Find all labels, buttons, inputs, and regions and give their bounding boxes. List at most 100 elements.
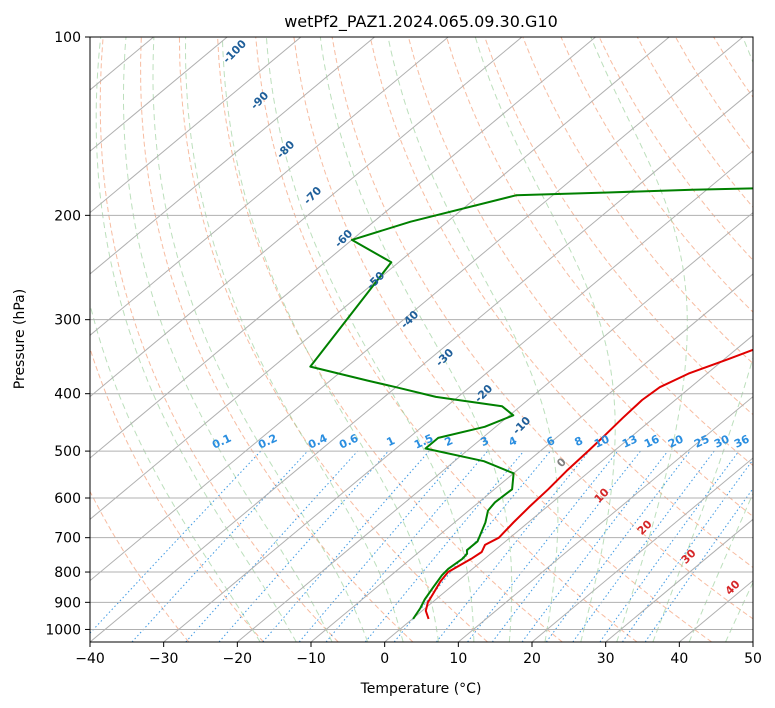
dry-adiabat-line xyxy=(446,37,753,467)
y-tick-label: 700 xyxy=(54,531,81,547)
moist-adiabat-line xyxy=(590,37,688,642)
isotherm-line xyxy=(310,273,753,642)
mixing-ratio-label: 8 xyxy=(573,434,585,449)
isotherm-line xyxy=(752,641,753,642)
dry-adiabat-line xyxy=(484,37,753,416)
y-tick-label: 1000 xyxy=(45,622,81,638)
x-tick-label: 10 xyxy=(449,651,467,667)
moist-adiabat-line xyxy=(184,37,404,642)
dry-adiabat-line xyxy=(90,490,190,642)
mixing-ratio-label: 0.1 xyxy=(210,432,233,452)
isotherm-line xyxy=(90,37,670,520)
y-tick-label: 200 xyxy=(54,208,81,224)
isotherm-line xyxy=(90,37,449,336)
y-tick-label: 400 xyxy=(54,387,81,403)
mixing-ratio-label: 25 xyxy=(692,432,711,450)
x-tick-label: −30 xyxy=(149,651,179,667)
dry-adiabat-line xyxy=(140,37,414,642)
dry-adiabat-line xyxy=(217,37,563,642)
moist-adiabat-line xyxy=(90,302,261,642)
mixing-ratio-label: 3 xyxy=(479,434,491,449)
profile-line xyxy=(309,187,753,620)
mixing-ratio-line xyxy=(218,450,389,642)
moist-adiabat-line xyxy=(221,37,439,642)
mixing-ratio-line xyxy=(90,450,262,634)
isotherm-line xyxy=(531,457,753,642)
mixing-ratio-line xyxy=(364,450,525,642)
mixing-ratio-label: 16 xyxy=(642,432,662,450)
x-axis-title: Temperature (°C) xyxy=(360,681,482,697)
y-axis-title: Pressure (hPa) xyxy=(12,289,28,389)
background-lines xyxy=(90,37,753,642)
moist-adiabat-line xyxy=(474,37,616,642)
x-tick-label: −40 xyxy=(75,651,105,667)
dry-adiabat-line xyxy=(90,346,264,642)
mixing-ratio-label: 10 xyxy=(592,432,612,450)
mixing-ratio-label: 2 xyxy=(443,434,455,449)
moist-adiabat-line xyxy=(725,581,753,642)
y-tick-label: 900 xyxy=(54,595,81,611)
dry-adiabat-line xyxy=(99,37,339,642)
plot-frame xyxy=(89,36,754,643)
mixing-ratio-line xyxy=(467,450,619,642)
moist-adiabat-label: 10 xyxy=(592,485,612,505)
isotherm-line xyxy=(90,37,375,275)
dry-adiabat-line xyxy=(560,37,753,313)
dry-adiabat-line xyxy=(331,37,753,620)
moist-adiabat-line xyxy=(265,37,475,642)
isotherm-line xyxy=(605,518,753,642)
grid xyxy=(90,37,753,642)
isotherm-line xyxy=(90,37,744,582)
y-axis: 100 200 300 400 500 600 700 800 900 1000 xyxy=(45,30,90,638)
moist-adiabat-line xyxy=(387,37,559,642)
x-tick-label: −10 xyxy=(296,651,326,667)
x-tick-label: −20 xyxy=(223,651,253,667)
mixing-ratio-line xyxy=(644,487,753,642)
moist-adiabat-label: 30 xyxy=(679,546,699,566)
isotherm-line xyxy=(90,89,753,642)
y-tick-label: 600 xyxy=(54,491,81,507)
mixing-ratio-line xyxy=(599,450,740,642)
dry-adiabat-line xyxy=(178,37,488,642)
mixing-ratio-label: 36 xyxy=(732,432,752,450)
x-tick-label: 0 xyxy=(380,651,389,667)
mixing-ratio-line xyxy=(572,450,715,642)
x-tick-label: 20 xyxy=(523,651,541,667)
y-tick-label: 300 xyxy=(54,313,81,329)
x-tick-label: 30 xyxy=(597,651,615,667)
isotherm-line xyxy=(90,37,302,214)
isotherm-line xyxy=(237,211,753,642)
moist-adiabat-line xyxy=(152,37,369,642)
dry-adiabat-line xyxy=(522,37,753,365)
adiabat-labels: -100-90-80-70-60-50-40-30-20-10010203040… xyxy=(210,37,752,598)
x-axis: −40 −30 −20 −10 0 10 20 30 40 50 xyxy=(75,642,762,667)
mixing-ratio-line xyxy=(131,450,308,642)
y-tick-label: 800 xyxy=(54,565,81,581)
moist-adiabat-line xyxy=(688,492,753,642)
mixing-ratio-label: 30 xyxy=(712,432,732,450)
isotherm-line xyxy=(90,37,523,398)
mixing-ratio-label: 6 xyxy=(545,434,558,449)
isotherm-line xyxy=(384,334,753,642)
profile-line xyxy=(424,348,753,620)
dry-adiabat-label: -60 xyxy=(332,227,355,250)
moist-adiabat-line xyxy=(319,37,513,642)
moist-adiabat-line xyxy=(95,37,297,642)
isotherm-line xyxy=(90,37,596,459)
moist-adiabat-label: 0 xyxy=(554,455,569,470)
y-tick-label: 500 xyxy=(54,444,81,460)
dry-adiabat-line xyxy=(369,37,753,569)
dry-adiabat-line xyxy=(255,37,638,642)
dry-adiabat-line xyxy=(751,37,753,40)
dry-adiabat-line xyxy=(636,37,753,208)
mixing-ratio-label: 1 xyxy=(385,434,397,449)
dry-adiabat-label: -90 xyxy=(248,89,271,112)
dry-adiabat-label: -30 xyxy=(433,346,456,369)
x-tick-label: 40 xyxy=(670,651,688,667)
mixing-ratio-label: 0.4 xyxy=(306,431,329,451)
y-tick-label: 100 xyxy=(54,30,81,46)
moist-adiabat-line xyxy=(652,37,753,642)
moist-adiabat-label: 40 xyxy=(723,577,743,597)
dry-adiabat-label: -80 xyxy=(274,138,297,161)
